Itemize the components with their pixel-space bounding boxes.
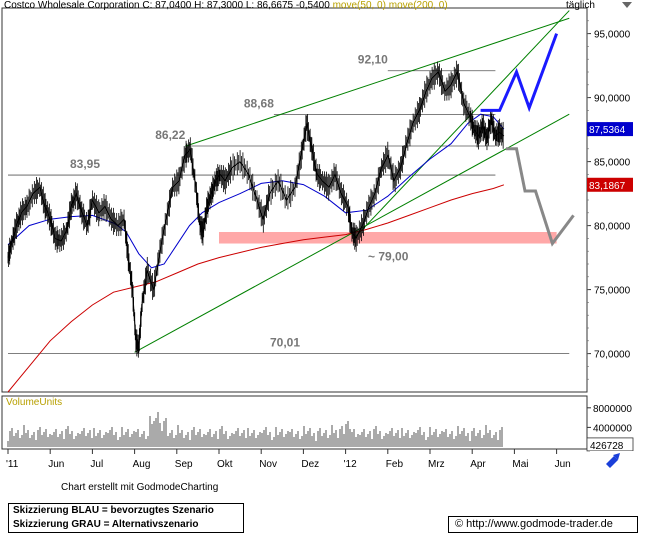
x-tick-label: Mrz [428,459,445,470]
gray-scenario-path [506,147,575,247]
high-value: H: 87,3000 [194,0,244,11]
support-zone [219,232,557,244]
ma200-label: move(200, 0) [388,0,448,11]
price-label-box [587,177,633,192]
y-axis: 95,0000 90,0000 85,0000 80,0000 75,0000 70,00… [587,20,632,434]
x-tick-label: Mai [512,459,528,470]
legend-blue: Skizzierung BLAU = bevorzugtes Szenario [13,505,214,516]
company-name: Costco Wholesale Corporation [4,0,140,11]
level-label: 92,10 [358,53,388,67]
volume-label: VolumeUnits [6,397,62,408]
level-lines [8,70,570,354]
support-zone-rect [219,232,557,244]
level-label: 70,01 [270,335,300,349]
volume-tick-label: 8000000 [593,404,632,415]
trendline-upper [185,17,570,147]
change-value: -0,5400 [295,0,330,11]
x-tick-label: Jun [555,459,571,470]
blue-scenario-path [480,33,559,113]
legend-gray: Skizzierung GRAU = Alternativszenario [13,519,199,530]
chart-credit: Chart erstellt mit GodmodeCharting [61,482,219,493]
level-label: 88,68 [244,96,274,110]
price-series [7,60,505,358]
level-label: 83,95 [70,157,100,171]
chart-labels: 92,10 88,68 86,22 83,95 70,01 ~ 79,00 87,5364 8… [6,53,634,452]
trendline-inner [353,10,570,239]
x-tick-label: Jul [90,459,103,470]
volume-last-label: 426728 [590,441,624,452]
scenario-legend: Skizzierung BLAU = bevorzugtes Szenario … [8,503,244,533]
x-axis: '11 Jun Jul Aug Sep Okt Nov Dez '12 Feb Mrz Apr Mai J… [6,449,571,470]
y-tick-label: 80,0000 [594,222,631,233]
x-tick-label: '12 [344,459,357,470]
chart-header: Costco Wholesale Corporation C: 87,0400 … [4,0,448,11]
price-label-box [587,122,633,137]
x-tick-label: Nov [259,459,277,470]
trendlines [134,10,570,353]
price-label-text: 87,5364 [589,125,626,136]
frequency-label: täglich [566,0,595,11]
y-tick-label: 85,0000 [594,158,631,169]
scenario-sketches [480,33,575,247]
pointer-icon[interactable] [590,451,636,468]
scroll-up-icon[interactable] [622,2,632,8]
low-value: L: 86,6675 [245,0,294,11]
volume-tick-label: 4000000 [593,423,632,434]
x-tick-label: Aug [133,459,151,470]
support-zone-label: ~ 79,00 [368,250,409,264]
x-tick-label: Feb [386,459,404,470]
moving-averages [7,113,505,393]
source-url[interactable]: http://www.godmode-trader.de [466,518,613,530]
copyright-icon: © [455,518,464,530]
price-label-text: 83,1867 [589,181,626,192]
x-tick-label: Apr [470,459,486,470]
y-tick-label: 75,0000 [594,286,631,297]
x-tick-label: '11 [6,459,19,470]
volume-last-box [586,437,634,452]
series-ma200 [7,184,505,393]
x-tick-label: Dez [301,459,319,470]
x-tick-label: Jun [48,459,64,470]
y-tick-label: 95,0000 [594,30,631,41]
x-tick-label: Okt [217,459,233,470]
level-label: 86,22 [155,128,185,142]
volume-bars [7,412,503,447]
y-tick-label: 90,0000 [594,94,631,105]
close-value: C: 87,0400 [142,0,192,11]
ma50-label: move(50, 0) [332,0,386,11]
x-tick-label: Sep [175,459,193,470]
source-url-box[interactable]: © http://www.godmode-trader.de [448,516,638,533]
y-tick-label: 70,0000 [594,350,631,361]
